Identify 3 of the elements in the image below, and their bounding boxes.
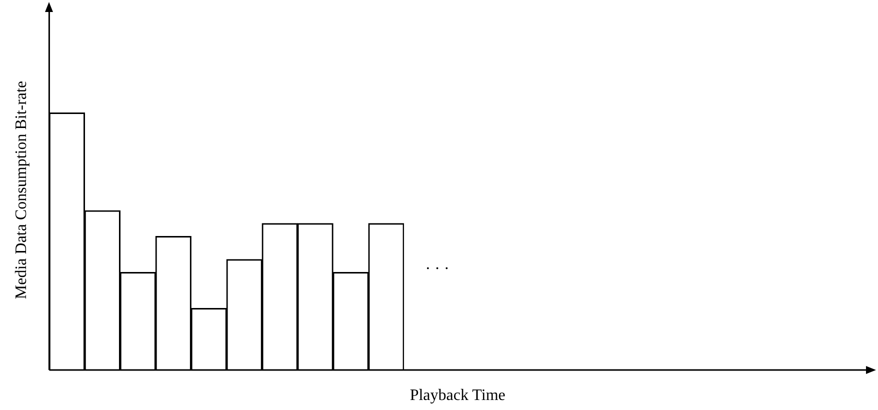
x-axis-title: Playback Time <box>410 387 506 404</box>
text: · · · <box>425 260 450 278</box>
y-axis-title: Media Data Consumption Bit-rate <box>12 80 30 300</box>
